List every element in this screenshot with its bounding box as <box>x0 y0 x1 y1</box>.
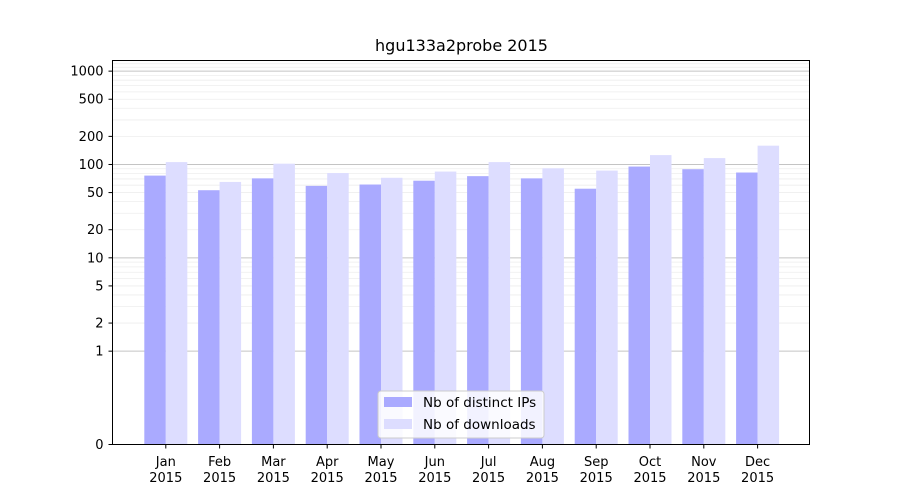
x-tick-label: Feb 2015 <box>203 455 236 486</box>
chart-title: hgu133a2probe 2015 <box>375 36 548 55</box>
bar-downloads <box>434 171 457 445</box>
x-tick-label: Oct 2015 <box>633 455 666 486</box>
bar-distinct-ips <box>736 172 758 445</box>
bar-distinct-ips <box>413 180 435 445</box>
bar-distinct-ips <box>251 178 274 445</box>
bar-downloads <box>327 173 349 445</box>
bar-downloads <box>165 162 188 445</box>
legend-box <box>377 390 545 439</box>
x-tick-label: Dec 2015 <box>741 455 774 486</box>
bar-downloads <box>703 158 726 445</box>
legend-label: Nb of downloads <box>423 417 536 433</box>
legend-label: Nb of distinct IPs <box>423 395 536 411</box>
bar-distinct-ips <box>574 188 597 445</box>
y-tick-label: 1 <box>95 345 103 360</box>
bar-downloads <box>542 168 564 445</box>
bar-distinct-ips <box>467 176 489 445</box>
plot-frame <box>112 60 810 445</box>
x-tick-label: Mar 2015 <box>257 455 290 486</box>
y-tick-label: 20 <box>87 223 104 238</box>
y-tick-label: 0 <box>95 438 103 453</box>
y-tick-label: 500 <box>79 93 104 108</box>
x-tick-label: Aug 2015 <box>526 455 559 486</box>
bar-downloads <box>273 163 295 445</box>
bar-downloads <box>488 162 511 445</box>
bar-downloads <box>381 177 403 445</box>
y-axis: 0 1 2 5 10 20 50 100 200 500 1000 <box>70 65 113 453</box>
bars <box>144 145 780 445</box>
bar-distinct-ips <box>305 185 328 445</box>
y-tick-label: 50 <box>87 186 104 201</box>
bar-downloads <box>596 170 618 445</box>
bar-distinct-ips <box>198 190 220 445</box>
x-tick-label: Sep 2015 <box>580 455 613 486</box>
x-tick-label: May 2015 <box>364 455 397 486</box>
x-tick-label: Nov 2015 <box>687 455 720 486</box>
x-tick-label: Jan 2015 <box>149 455 182 486</box>
y-tick-label: 200 <box>79 130 104 145</box>
y-tick-label: 10 <box>87 251 104 266</box>
bar-distinct-ips <box>628 166 650 445</box>
y-tick-label: 1000 <box>70 65 103 80</box>
y-tick-label: 2 <box>95 317 103 332</box>
bar-downloads <box>650 155 672 445</box>
bar-downloads <box>757 145 780 445</box>
bar-distinct-ips <box>144 175 166 445</box>
bar-distinct-ips <box>359 184 381 445</box>
bar-distinct-ips <box>682 169 704 445</box>
legend-swatch <box>384 419 412 429</box>
bar-downloads <box>219 181 242 445</box>
y-tick-label: 5 <box>95 279 103 294</box>
x-tick-label: Jun 2015 <box>418 455 451 486</box>
x-tick-label: Apr 2015 <box>311 455 344 486</box>
legend-swatch <box>384 397 412 407</box>
x-tick-label: Jul 2015 <box>472 455 505 486</box>
x-axis: Jan 2015 Feb 2015 Mar 2015 Apr 2015 May 2015 Jun 20… <box>149 444 774 486</box>
legend: Nb of distinct IPs Nb of downloads <box>377 390 545 439</box>
y-tick-label: 100 <box>79 158 104 173</box>
bar-distinct-ips <box>520 178 543 445</box>
